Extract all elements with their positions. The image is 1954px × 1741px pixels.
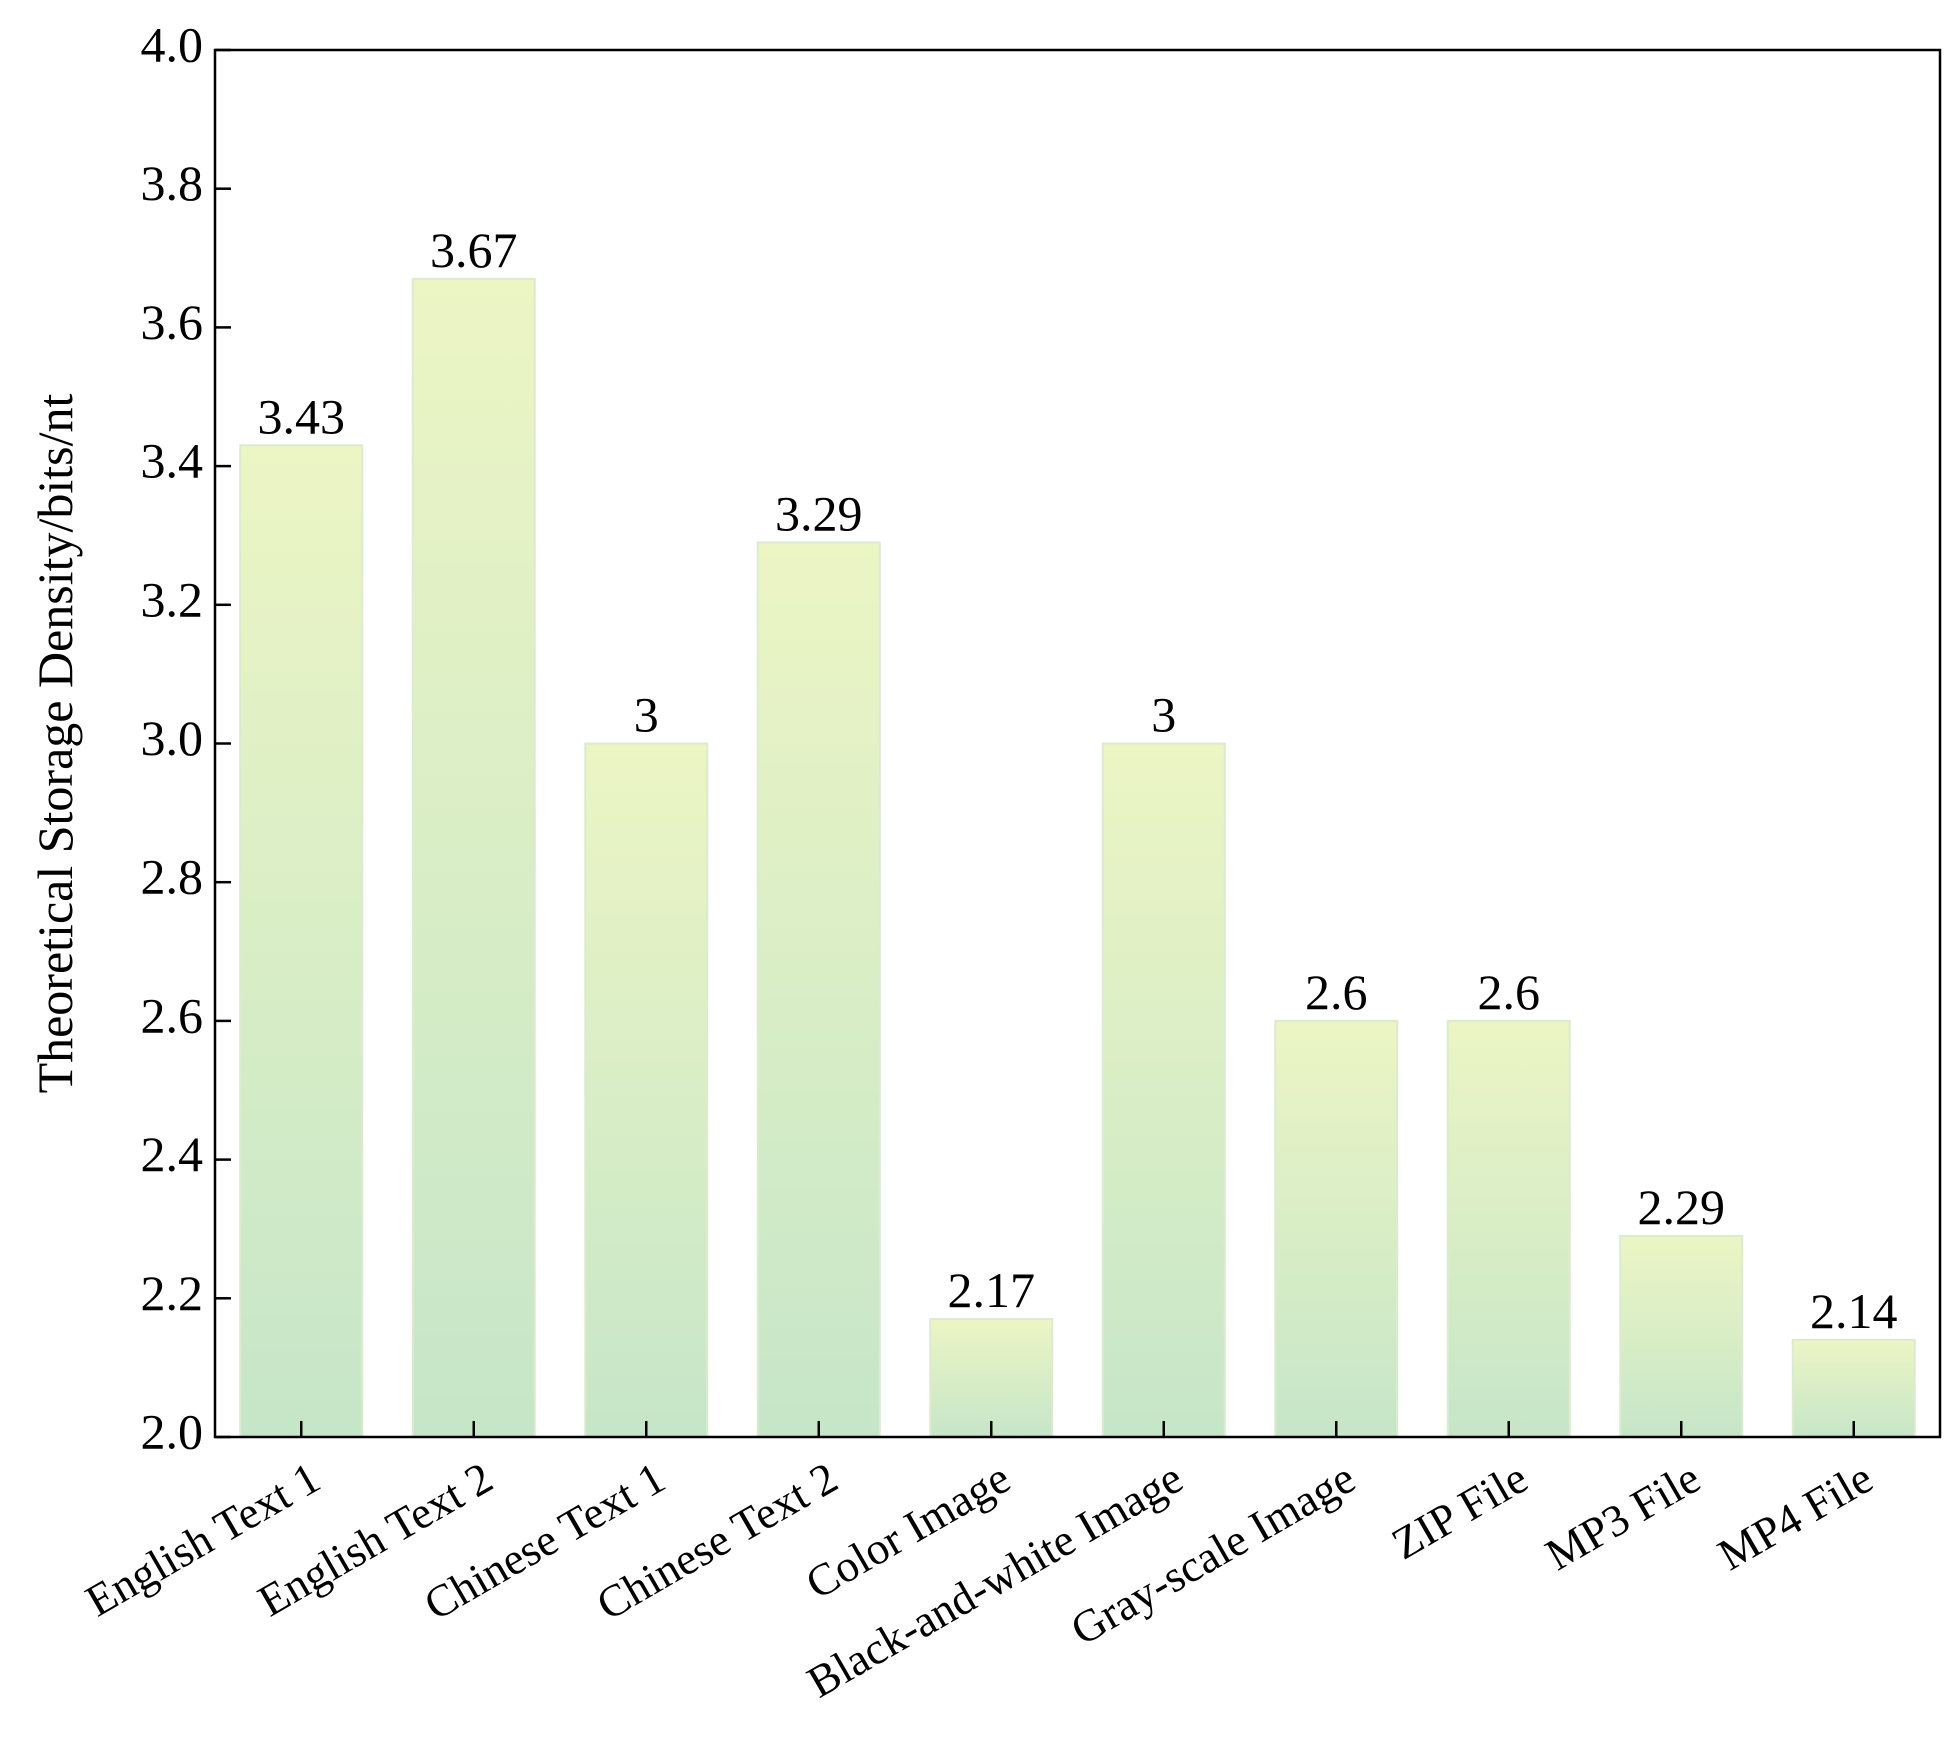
value-label: 2.29 xyxy=(1638,1179,1726,1235)
value-label: 3.43 xyxy=(258,388,346,444)
value-label: 3.29 xyxy=(775,485,863,541)
y-tick-label: 2.2 xyxy=(141,1265,204,1321)
value-labels: 3.43 3.67 3 3.29 2.17 3 2.6 2.6 2.29 2.14 xyxy=(258,222,1898,1339)
y-tick-label: 3.0 xyxy=(141,710,204,766)
x-tick-label: MP3 File xyxy=(1537,1452,1708,1580)
bar xyxy=(1274,1019,1399,1439)
y-axis-ticks: 2.0 2.2 2.4 2.6 2.8 3.0 3.2 3.4 3.6 3.8 4.0 xyxy=(141,16,231,1459)
value-label: 3.67 xyxy=(430,222,518,278)
bar xyxy=(929,1318,1054,1438)
bar xyxy=(756,541,881,1438)
y-tick-label: 4.0 xyxy=(141,16,204,72)
bar xyxy=(411,277,536,1439)
value-label: 2.6 xyxy=(1305,964,1368,1020)
y-tick-label: 3.4 xyxy=(141,433,204,489)
y-tick-label: 2.8 xyxy=(141,849,204,905)
bar xyxy=(1101,742,1226,1438)
bar xyxy=(584,742,709,1438)
bar xyxy=(1619,1234,1744,1439)
bar xyxy=(239,444,364,1439)
value-label: 2.14 xyxy=(1810,1283,1898,1339)
y-tick-label: 2.6 xyxy=(141,987,204,1043)
value-label: 3 xyxy=(634,687,659,743)
bar xyxy=(1446,1019,1571,1439)
y-tick-label: 3.8 xyxy=(141,155,204,211)
y-tick-label: 3.2 xyxy=(141,571,204,627)
bars xyxy=(239,277,1916,1439)
y-tick-label: 2.4 xyxy=(141,1126,204,1182)
value-label: 3 xyxy=(1151,687,1176,743)
value-label: 2.6 xyxy=(1478,964,1541,1020)
x-tick-label: MP4 File xyxy=(1710,1452,1881,1580)
y-tick-label: 3.6 xyxy=(141,294,204,350)
x-tick-label: Gray-scale Image xyxy=(1062,1452,1363,1655)
y-axis-label: Theoretical Storage Density/bits/nt xyxy=(27,393,83,1093)
value-label: 2.17 xyxy=(948,1262,1036,1318)
x-tick-label: ZIP File xyxy=(1383,1452,1535,1569)
y-tick-label: 2.0 xyxy=(141,1403,204,1459)
bar xyxy=(1791,1338,1916,1439)
